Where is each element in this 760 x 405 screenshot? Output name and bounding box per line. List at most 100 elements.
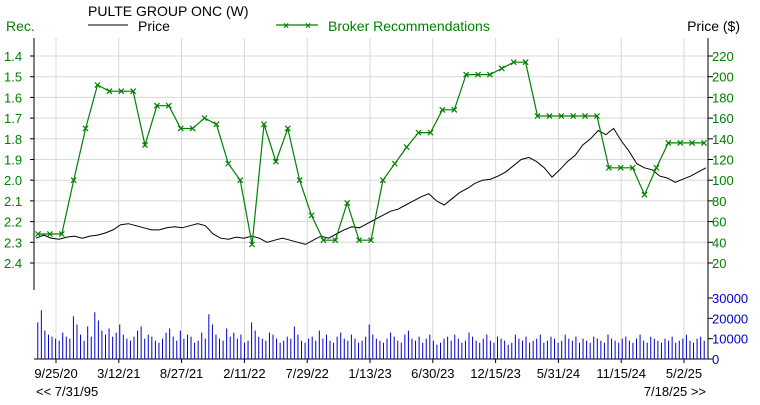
broker-marker-stroke	[629, 164, 636, 171]
broker-marker-stroke	[605, 164, 612, 171]
broker-marker-stroke	[201, 115, 208, 122]
axis-layer: 1.41.51.61.71.81.92.02.12.22.32.42202001…	[4, 38, 748, 381]
broker-point	[534, 113, 541, 120]
broker-marker-stroke	[475, 71, 482, 78]
x-tick-label: 6/30/23	[411, 366, 454, 381]
broker-point	[391, 160, 398, 167]
right-axis-label: Price ($)	[687, 18, 740, 34]
broker-point	[189, 125, 196, 132]
broker-point	[332, 237, 339, 244]
broker-marker-stroke	[510, 59, 517, 66]
broker-point	[201, 115, 208, 122]
broker-marker-stroke	[415, 129, 422, 136]
broker-point	[34, 230, 42, 238]
right-tick-label: 140	[712, 132, 734, 147]
broker-point	[249, 241, 256, 248]
broker-marker-stroke	[153, 102, 160, 109]
volume-tick-label: 20000	[712, 311, 748, 326]
broker-marker-stroke	[272, 158, 279, 165]
broker-marker-stroke	[34, 230, 42, 238]
broker-marker-stroke	[689, 139, 696, 146]
broker-point	[82, 125, 89, 132]
broker-marker-stroke	[498, 65, 505, 72]
left-tick-label: 2.1	[4, 194, 22, 209]
broker-point	[558, 113, 565, 120]
right-tick-label: 80	[712, 194, 726, 209]
broker-marker-stroke	[284, 125, 291, 132]
broker-line	[38, 61, 704, 245]
left-tick-label: 1.9	[4, 153, 22, 168]
broker-point	[379, 177, 386, 184]
price-series	[35, 127, 707, 245]
broker-point	[296, 177, 303, 184]
broker-point	[260, 121, 267, 128]
x-tick-label: 9/25/20	[34, 366, 77, 381]
broker-point	[475, 71, 482, 78]
broker-marker-stroke	[296, 177, 303, 184]
broker-marker-stroke	[451, 106, 458, 113]
grid-layer	[34, 38, 708, 359]
broker-point	[486, 71, 493, 78]
broker-marker-stroke	[332, 237, 339, 244]
broker-marker-stroke	[260, 121, 267, 128]
x-tick-label: 3/12/21	[97, 366, 140, 381]
x-tick-label: 1/13/23	[348, 366, 391, 381]
footer-end-date: 7/18/25 >>	[644, 384, 706, 399]
left-tick-label: 1.7	[4, 111, 22, 126]
broker-point	[641, 191, 648, 198]
left-tick-label: 1.4	[4, 49, 22, 64]
broker-point	[237, 177, 244, 184]
broker-marker-stroke	[70, 177, 77, 184]
left-axis-label: Rec.	[6, 18, 35, 34]
broker-point	[142, 141, 149, 149]
broker-point	[605, 164, 612, 171]
right-tick-label: 20	[712, 256, 726, 271]
left-tick-label: 1.5	[4, 70, 22, 85]
left-tick-label: 2.0	[4, 173, 22, 188]
broker-point	[344, 199, 351, 206]
footer-start-date: << 7/31/95	[36, 384, 98, 399]
broker-marker-stroke	[213, 121, 220, 128]
broker-marker-stroke	[177, 125, 184, 132]
broker-marker-stroke	[237, 177, 244, 184]
left-tick-label: 2.4	[4, 256, 22, 271]
left-tick-label: 2.2	[4, 215, 22, 230]
legend-broker-marker-2: ×	[305, 21, 311, 32]
broker-marker-stroke	[593, 113, 600, 120]
broker-point	[570, 113, 577, 120]
broker-point	[463, 71, 470, 78]
broker-point	[367, 237, 375, 244]
broker-point	[320, 237, 327, 244]
broker-point	[225, 160, 232, 167]
right-tick-label: 100	[712, 173, 734, 188]
broker-point	[58, 230, 65, 238]
x-tick-label: 7/29/22	[286, 366, 329, 381]
broker-point	[427, 129, 434, 136]
x-tick-label: 5/31/24	[537, 366, 580, 381]
broker-marker-stroke	[189, 125, 196, 132]
broker-marker-stroke	[617, 164, 624, 171]
broker-marker-stroke	[94, 81, 101, 89]
broker-marker-stroke	[546, 113, 553, 120]
broker-point	[46, 230, 53, 238]
left-tick-label: 1.6	[4, 90, 22, 105]
broker-marker-stroke	[225, 160, 232, 167]
x-tick-label: 12/15/23	[470, 366, 521, 381]
right-tick-label: 220	[712, 49, 734, 64]
broker-marker-stroke	[570, 113, 577, 120]
broker-marker-stroke	[641, 191, 648, 198]
broker-marker-stroke	[249, 241, 256, 248]
broker-point	[689, 139, 696, 146]
broker-marker-stroke	[558, 113, 565, 120]
right-tick-label: 200	[712, 70, 734, 85]
broker-point	[653, 164, 660, 171]
broker-marker-stroke	[700, 139, 708, 146]
broker-point	[272, 158, 279, 165]
broker-marker-stroke	[82, 125, 89, 132]
price-line	[35, 127, 707, 245]
broker-marker-stroke	[58, 230, 65, 238]
broker-point	[130, 88, 137, 95]
broker-point	[403, 144, 410, 151]
